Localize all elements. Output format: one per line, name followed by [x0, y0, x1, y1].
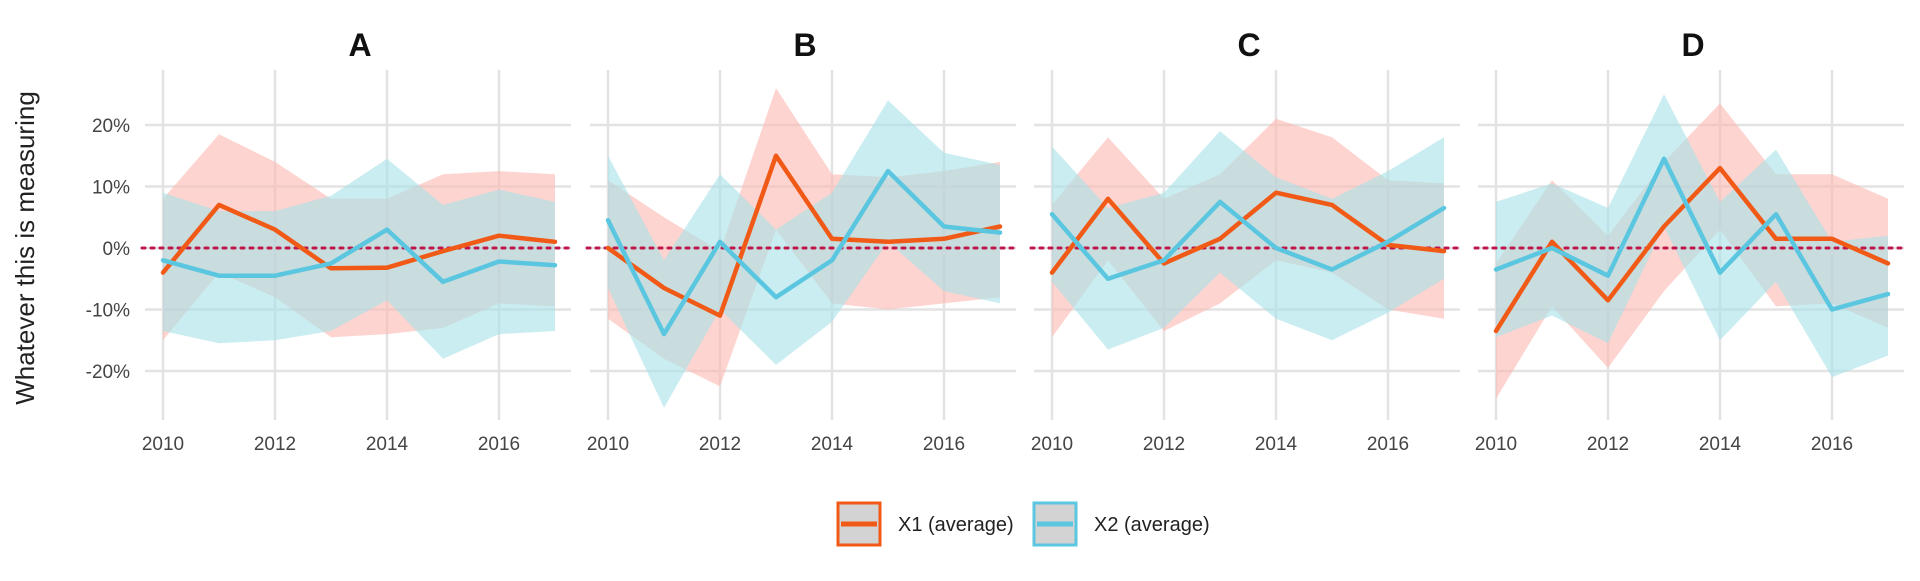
x-tick-label: 2012 [699, 434, 741, 455]
x-tick-label: 2010 [142, 434, 184, 455]
panel-title: C [1237, 27, 1260, 63]
x-tick-label: 2012 [1587, 434, 1629, 455]
x-tick-label: 2014 [811, 434, 854, 455]
x-tick-label: 2012 [254, 434, 296, 455]
y-tick-label: 0% [103, 239, 131, 260]
x-tick-label: 2016 [478, 434, 520, 455]
x-tick-label: 2010 [587, 434, 629, 455]
panel-b: 2010 2012 2014 2016 B [587, 27, 1019, 455]
x-tick-label: 2010 [1475, 434, 1517, 455]
y-tick-label: 10% [92, 178, 130, 199]
x-tick-label: 2016 [923, 434, 965, 455]
y-tick-label: 20% [92, 116, 130, 137]
x-tick-label: 2016 [1367, 434, 1409, 455]
legend-label: X2 (average) [1094, 514, 1210, 536]
panel-c: 2010 2012 2014 2016 C [1031, 27, 1463, 455]
y-axis-title: Whatever this is measuring [10, 91, 40, 405]
legend-item-x1: X1 (average) [838, 503, 1014, 545]
legend-item-x2: X2 (average) [1034, 503, 1210, 545]
panel-title: A [348, 27, 371, 63]
x-tick-label: 2010 [1031, 434, 1073, 455]
x-tick-label: 2014 [366, 434, 409, 455]
legend: X1 (average) X2 (average) [838, 503, 1210, 545]
y-tick-label: -20% [86, 362, 130, 383]
legend-label: X1 (average) [898, 514, 1014, 536]
panel-title: B [793, 27, 816, 63]
panel-a: 2010 2012 2014 2016 A [142, 27, 574, 455]
y-tick-label: -10% [86, 301, 130, 322]
panel-title: D [1681, 27, 1704, 63]
x-tick-label: 2016 [1811, 434, 1853, 455]
x-tick-label: 2014 [1255, 434, 1298, 455]
x-tick-label: 2014 [1699, 434, 1742, 455]
panel-d: 2010 2012 2014 2016 D [1475, 27, 1907, 455]
x-tick-label: 2012 [1143, 434, 1185, 455]
